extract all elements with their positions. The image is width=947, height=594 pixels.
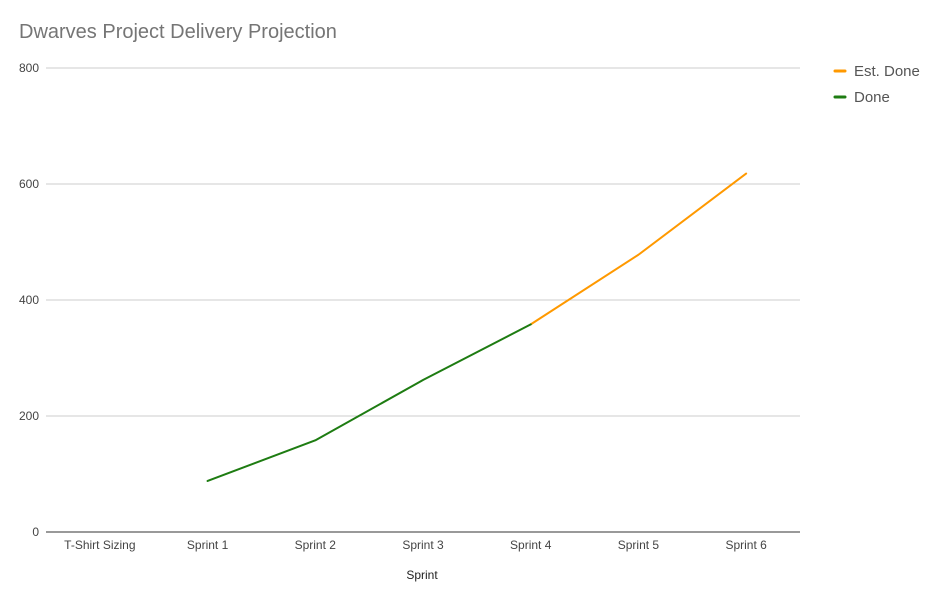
y-tick-label: 600 xyxy=(19,177,39,191)
x-tick-label: Sprint 2 xyxy=(295,538,337,552)
y-tick-label: 400 xyxy=(19,293,39,307)
y-tick-label: 0 xyxy=(32,525,39,539)
y-axis-ticks: 0 200 400 600 800 xyxy=(19,61,39,539)
x-tick-label: T-Shirt Sizing xyxy=(64,538,135,552)
x-tick-label: Sprint 3 xyxy=(402,538,444,552)
chart-title: Dwarves Project Delivery Projection xyxy=(19,21,337,43)
gridlines xyxy=(46,67,800,417)
series-line-done xyxy=(206,323,532,482)
x-tick-label: Sprint 6 xyxy=(725,538,767,552)
x-tick-label: Sprint 4 xyxy=(510,538,552,552)
legend: Est. Done Done xyxy=(833,63,920,106)
x-axis-title: Sprint xyxy=(406,568,438,582)
y-tick-label: 200 xyxy=(19,409,39,423)
x-axis-ticks: T-Shirt Sizing Sprint 1 Sprint 2 Sprint 3 Sp… xyxy=(64,538,767,552)
legend-label: Done xyxy=(854,89,890,106)
x-tick-label: Sprint 5 xyxy=(618,538,660,552)
series-lines xyxy=(206,172,748,482)
y-tick-label: 800 xyxy=(19,61,39,75)
x-tick-label: Sprint 1 xyxy=(187,538,229,552)
series-line-est-done xyxy=(529,172,748,326)
legend-label: Est. Done xyxy=(854,63,920,80)
